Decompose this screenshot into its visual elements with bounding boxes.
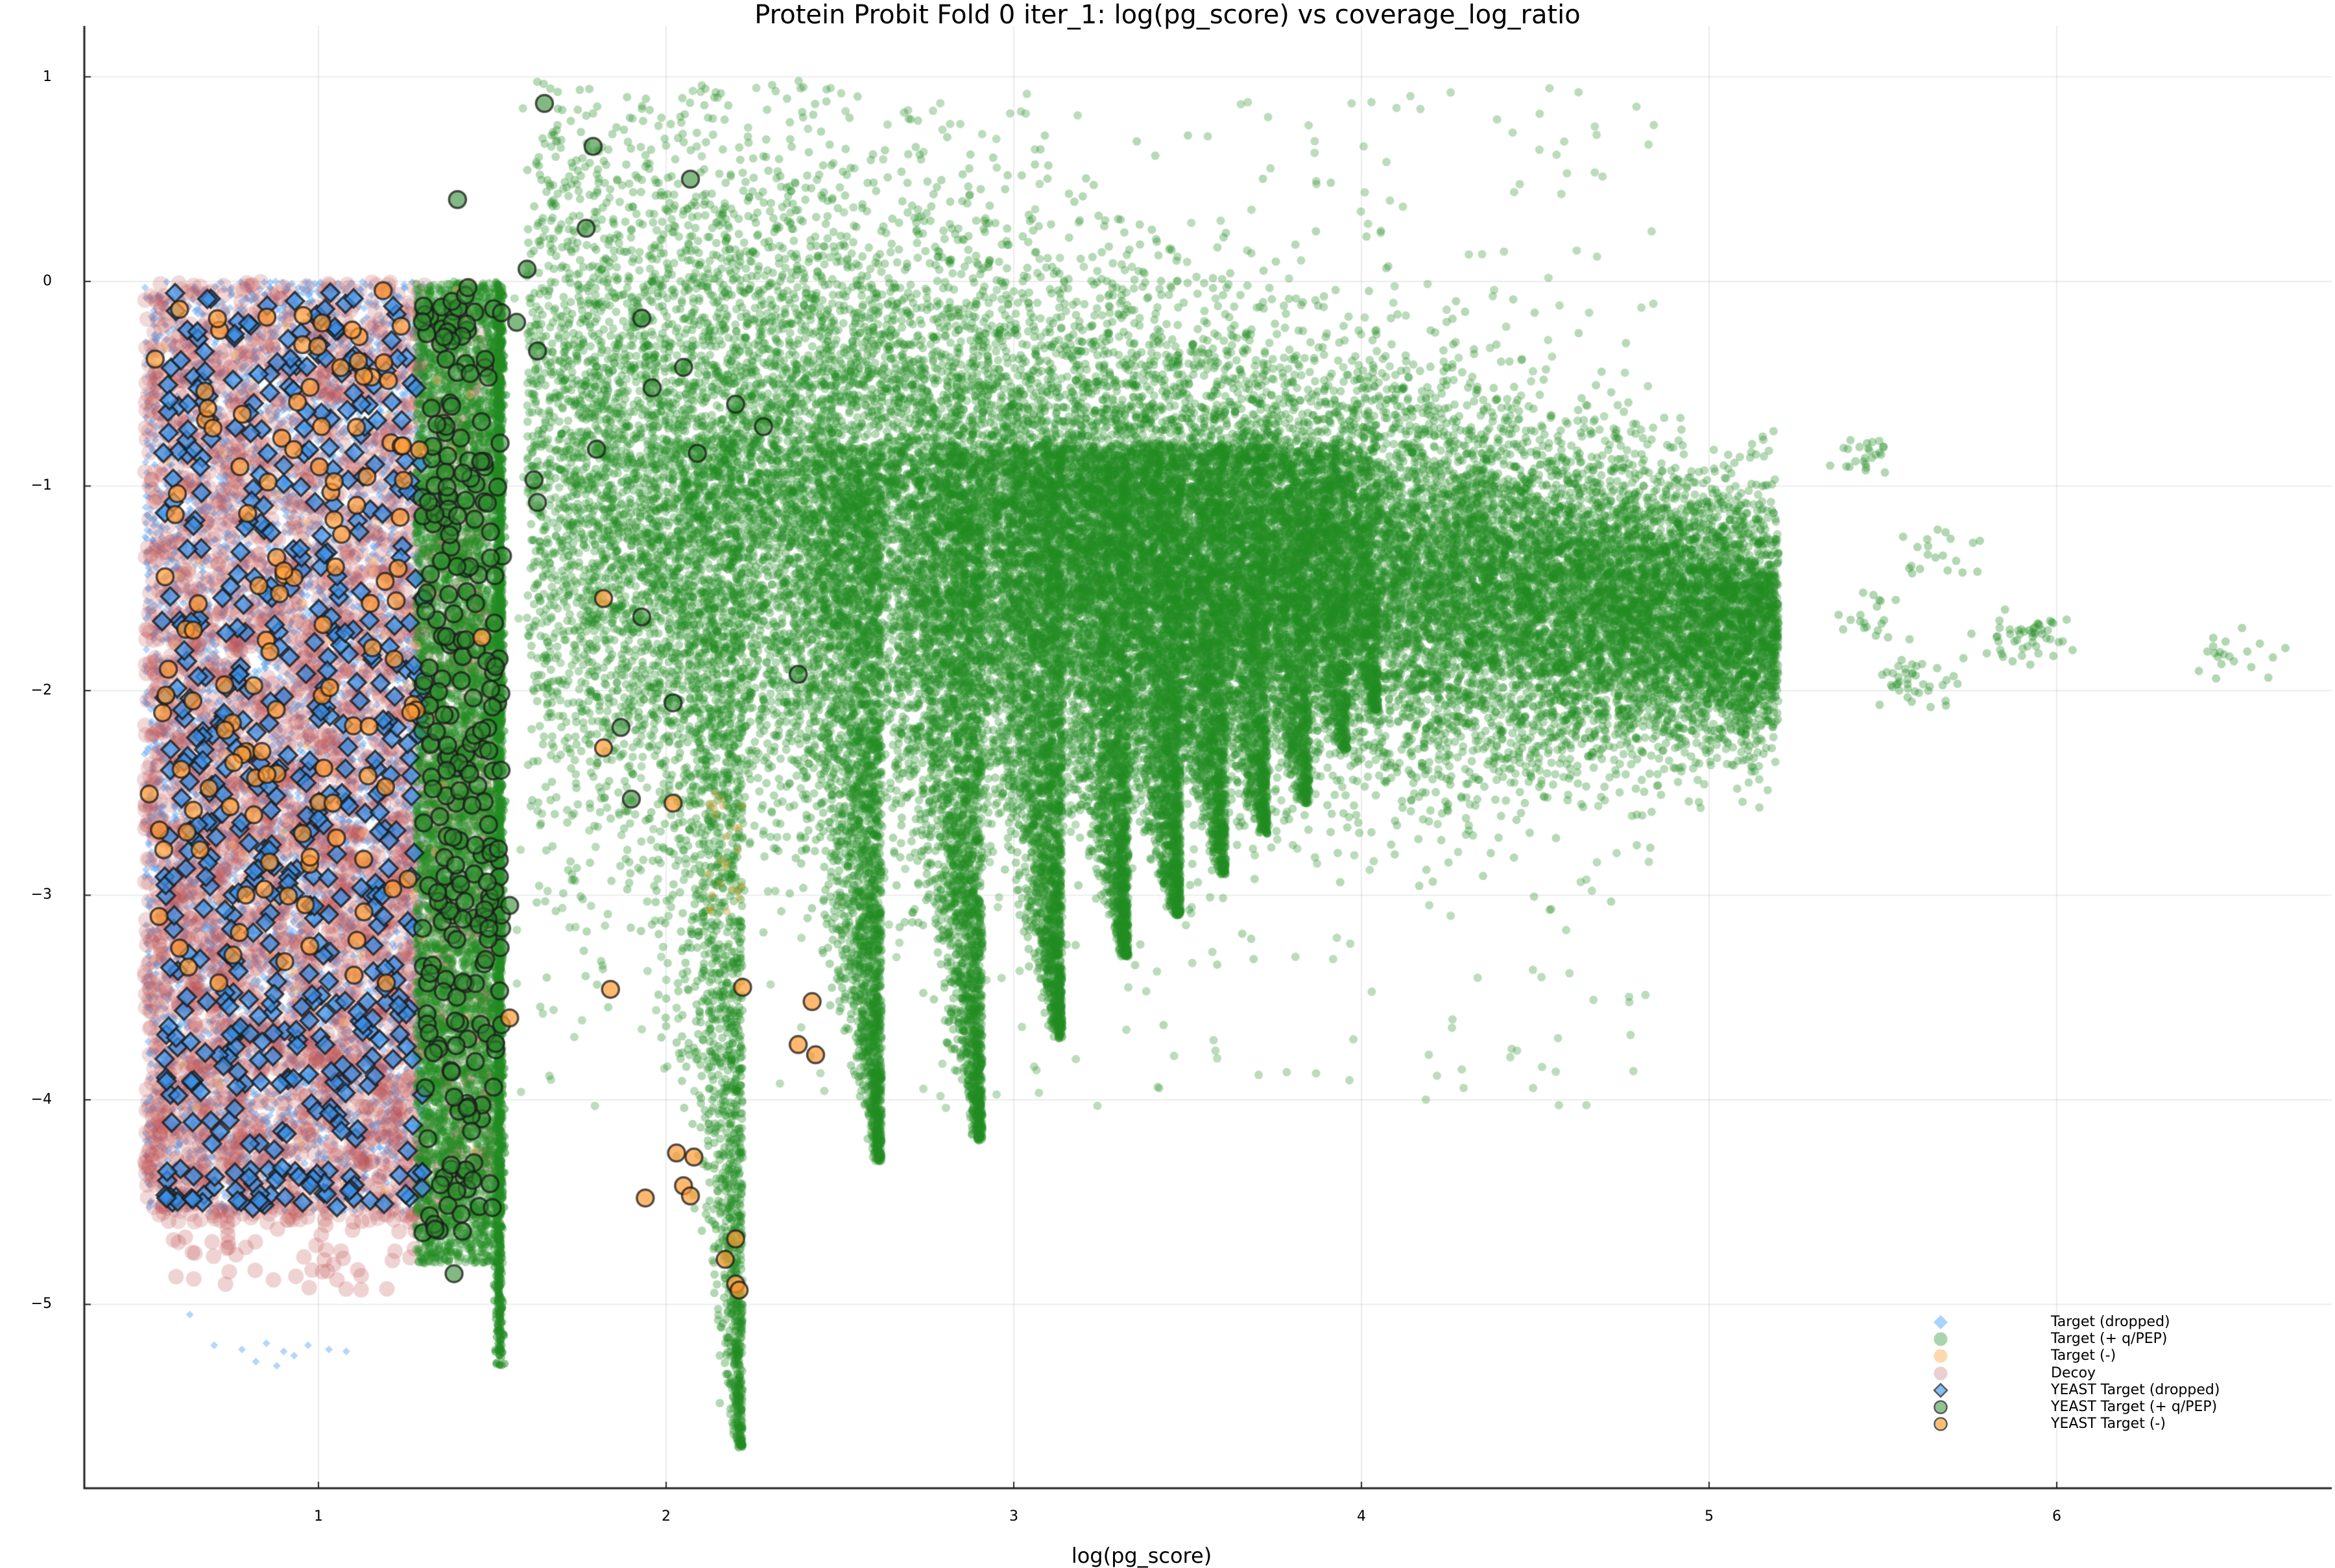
- legend: Target (dropped) Target (+ q/PEP) Target…: [1920, 1314, 2322, 1432]
- circle-marker-icon: [1934, 1349, 1948, 1363]
- legend-label: Decoy: [2051, 1364, 2096, 1381]
- x-tick-label: 6: [2052, 1508, 2061, 1525]
- x-tick-label: 4: [1357, 1508, 1366, 1525]
- x-axis-label: log(pg_score): [1071, 1543, 1212, 1568]
- x-tick-label: 5: [1705, 1508, 1714, 1525]
- circle-marker-icon: [1934, 1332, 1948, 1346]
- diamond-marker-icon: [1933, 1382, 1948, 1398]
- y-tick-label: −4: [30, 1091, 52, 1108]
- legend-label: YEAST Target (dropped): [2051, 1381, 2220, 1398]
- legend-item: YEAST Target (dropped): [1920, 1382, 2322, 1399]
- circle-marker-icon: [1934, 1400, 1948, 1414]
- legend-label: Target (dropped): [2051, 1314, 2170, 1330]
- x-tick-label: 2: [662, 1508, 671, 1525]
- y-tick-label: −3: [30, 886, 52, 903]
- circle-marker-icon: [1934, 1366, 1948, 1381]
- legend-item: Target (+ q/PEP): [1920, 1331, 2322, 1348]
- circle-marker-icon: [1934, 1417, 1948, 1431]
- y-tick-label: 0: [43, 273, 52, 289]
- legend-item: YEAST Target (+ q/PEP): [1920, 1399, 2322, 1416]
- chart-title: Protein Probit Fold 0 iter_1: log(pg_sco…: [754, 0, 1581, 30]
- legend-item: Target (-): [1920, 1348, 2322, 1364]
- legend-item: YEAST Target (-): [1920, 1416, 2322, 1432]
- legend-item: Target (dropped): [1920, 1314, 2322, 1331]
- y-tick-label: −1: [30, 477, 52, 493]
- y-tick-label: −2: [30, 682, 52, 698]
- legend-label: YEAST Target (-): [2051, 1416, 2166, 1432]
- legend-label: Target (+ q/PEP): [2051, 1331, 2168, 1348]
- diamond-marker-icon: [1934, 1315, 1948, 1329]
- y-tick-label: 1: [43, 69, 52, 85]
- legend-item: Decoy: [1920, 1365, 2322, 1382]
- legend-label: YEAST Target (+ q/PEP): [2051, 1398, 2218, 1415]
- legend-label: Target (-): [2051, 1348, 2116, 1364]
- x-tick-label: 3: [1009, 1508, 1018, 1525]
- y-tick-label: −5: [30, 1296, 52, 1312]
- x-tick-label: 1: [314, 1508, 323, 1525]
